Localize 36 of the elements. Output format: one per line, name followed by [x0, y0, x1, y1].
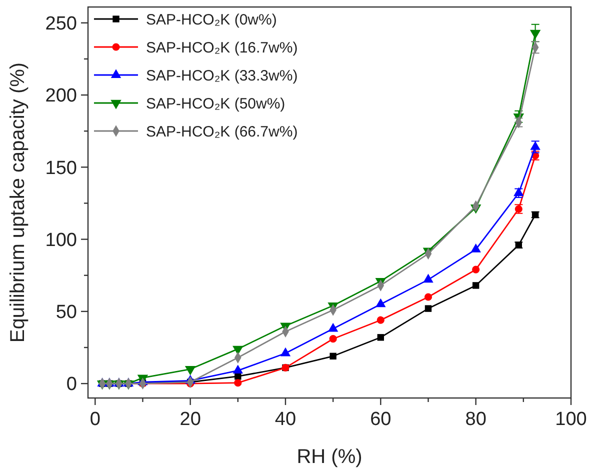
point	[232, 364, 243, 374]
x-tick-label: 80	[465, 409, 486, 430]
point	[376, 316, 384, 324]
y-tick-label: 200	[45, 86, 77, 107]
legend-label: SAP-HCO₂K (33.3w%)	[146, 67, 298, 84]
point	[377, 334, 384, 341]
point	[330, 352, 336, 360]
point	[423, 274, 434, 283]
point	[472, 282, 480, 289]
y-tick-label: 150	[45, 158, 77, 179]
point	[329, 335, 337, 343]
point	[424, 293, 432, 301]
point	[328, 322, 338, 332]
x-axis-title: RH (%)	[296, 446, 362, 468]
point	[234, 373, 242, 380]
point	[472, 266, 480, 274]
legend-label: SAP-HCO₂K (50w%)	[146, 95, 286, 112]
y-tick-label: 250	[45, 14, 77, 35]
point	[424, 305, 432, 312]
legend-label: SAP-HCO₂K (16.7w%)	[146, 39, 298, 56]
y-tick-label: 100	[45, 230, 77, 251]
x-tick-label: 0	[90, 409, 100, 430]
y-tick-label: 50	[56, 302, 77, 324]
legend-label: SAP-HCO₂K (66.7w%)	[146, 123, 298, 140]
x-tick-label: 60	[370, 409, 392, 430]
y-tick-label: 0	[66, 374, 77, 396]
point	[280, 347, 291, 356]
point	[234, 379, 242, 387]
x-tick-label: 100	[555, 409, 587, 430]
legend-label: SAP-HCO₂K (0w%)	[146, 11, 277, 28]
x-tick-label: 40	[274, 409, 296, 430]
point	[470, 244, 481, 252]
point	[376, 298, 386, 308]
y-axis-title: Equilibrium uptake capacity (%)	[7, 62, 29, 343]
x-tick-label: 20	[180, 409, 201, 430]
point	[530, 30, 541, 40]
